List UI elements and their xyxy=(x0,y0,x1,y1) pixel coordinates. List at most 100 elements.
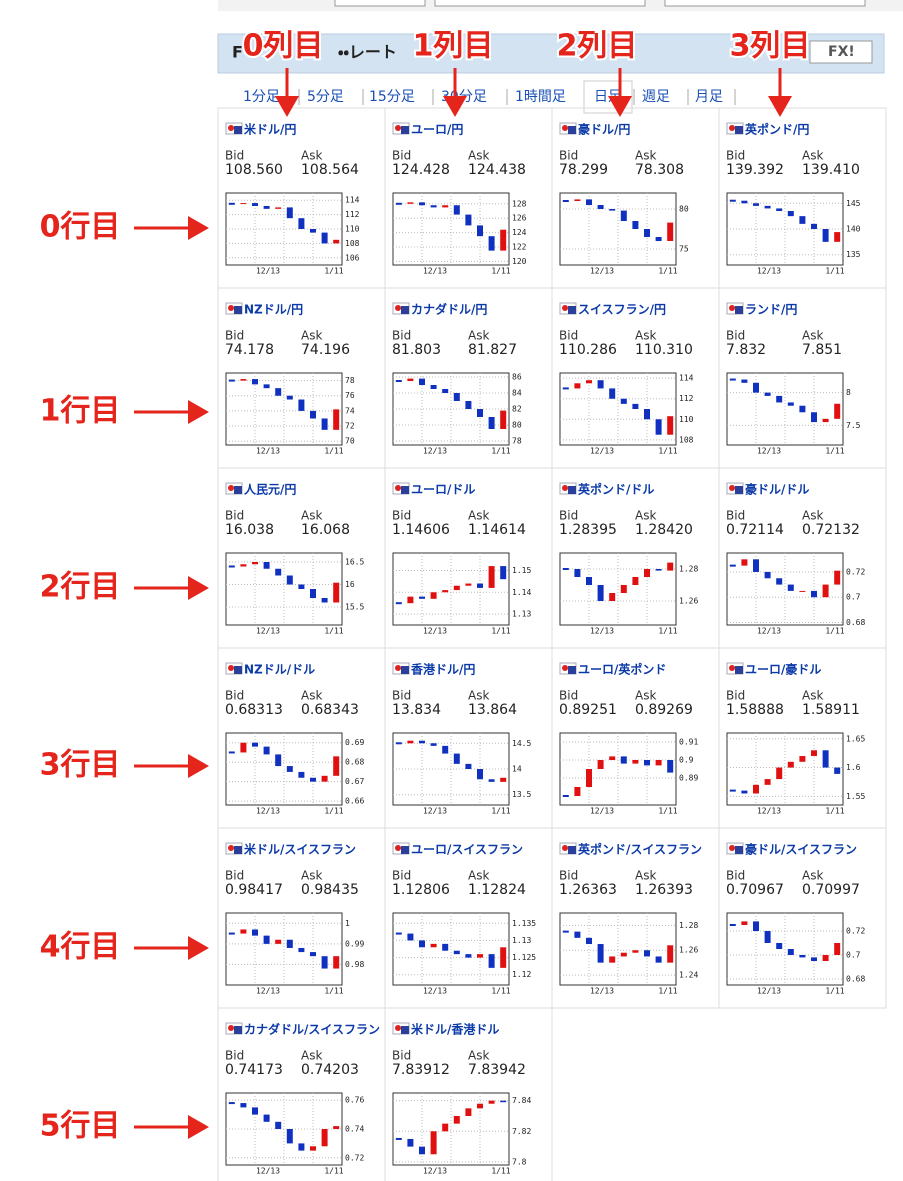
y-tick-label: 114 xyxy=(345,196,360,205)
pair-name[interactable]: ユーロ/円 xyxy=(411,123,463,137)
pair-name[interactable]: ユーロ/豪ドル xyxy=(745,662,821,677)
bid-label: Bid xyxy=(726,689,745,703)
pair-name[interactable]: 英ポンド/ドル xyxy=(578,482,654,497)
candle xyxy=(321,956,328,969)
candle xyxy=(252,929,258,936)
bid-label: Bid xyxy=(559,149,578,163)
y-tick-label: 112 xyxy=(679,394,694,403)
pair-name[interactable]: 米ドル/円 xyxy=(244,122,296,137)
candle xyxy=(620,952,627,957)
y-tick-label: 1.135 xyxy=(512,919,536,928)
tab[interactable]: 5分足 xyxy=(307,89,344,105)
y-tick-label: 7.5 xyxy=(846,421,861,430)
candle xyxy=(764,571,771,579)
row-annotation: 3行目 xyxy=(40,748,121,783)
candle xyxy=(442,745,449,754)
x-tick-label: 12/13 xyxy=(256,1167,280,1176)
pair-name[interactable]: NZドル/ドル xyxy=(244,663,315,677)
candle xyxy=(574,787,581,796)
pair-name[interactable]: スイスフラン/円 xyxy=(578,303,666,317)
pair-name[interactable]: 英ポンド/円 xyxy=(745,122,809,137)
pair-name[interactable]: 英ポンド/スイスフラン xyxy=(578,842,702,857)
x-tick-label: 1/11 xyxy=(825,267,844,276)
tab[interactable]: 1時間足 xyxy=(515,89,566,105)
bid-value: 16.038 xyxy=(225,522,274,538)
flag xyxy=(735,486,743,494)
candle xyxy=(275,568,282,576)
pair-name[interactable]: カナダドル/円 xyxy=(411,302,487,317)
candle xyxy=(597,760,604,769)
pair-name[interactable]: 豪ドル/ドル xyxy=(745,482,809,497)
ask-label: Ask xyxy=(468,869,489,883)
y-tick-label: 0.72 xyxy=(846,567,865,576)
bid-value: 0.89251 xyxy=(559,702,617,718)
tab[interactable]: 15分足 xyxy=(369,89,415,105)
candle xyxy=(586,199,592,205)
y-tick-label: 108 xyxy=(345,239,360,248)
x-tick-label: 1/11 xyxy=(491,267,510,276)
candle xyxy=(286,575,293,585)
ask-label: Ask xyxy=(802,509,823,523)
candle xyxy=(799,590,806,592)
y-tick-label: 0.72 xyxy=(345,1153,364,1162)
pair-name[interactable]: 香港ドル/円 xyxy=(410,662,475,677)
pair-name[interactable]: NZドル/円 xyxy=(244,303,303,317)
candle xyxy=(632,577,639,585)
ask-label: Ask xyxy=(468,149,489,163)
bid-label: Bid xyxy=(559,689,578,703)
tab[interactable]: 日足 xyxy=(594,89,622,105)
candle xyxy=(741,200,748,204)
y-tick-label: 135 xyxy=(846,250,861,259)
flag xyxy=(729,125,735,131)
candle xyxy=(465,1108,472,1116)
pair-name[interactable]: 豪ドル/円 xyxy=(578,122,630,137)
tab[interactable]: 30分足 xyxy=(441,89,487,105)
bid-label: Bid xyxy=(392,689,411,703)
y-tick-label: 1.26 xyxy=(679,946,698,955)
ask-value: 1.14614 xyxy=(468,522,526,538)
pair-name[interactable]: ユーロ/ドル xyxy=(411,483,475,497)
bid-label: Bid xyxy=(726,149,745,163)
candle xyxy=(667,562,674,571)
card-border xyxy=(384,1007,553,1181)
candle xyxy=(419,202,425,206)
y-tick-label: 1.13 xyxy=(512,610,531,619)
candle xyxy=(333,239,340,244)
y-tick-label: 80 xyxy=(679,205,689,214)
pair-name[interactable]: ユーロ/スイスフラン xyxy=(411,843,523,857)
candle xyxy=(667,760,674,773)
input[interactable] xyxy=(434,0,646,7)
candle xyxy=(477,1103,483,1109)
candle xyxy=(407,378,414,381)
candle xyxy=(822,584,829,598)
pair-name[interactable]: ランド/円 xyxy=(745,303,797,317)
pair-name[interactable]: ユーロ/英ポンド xyxy=(578,662,666,677)
flag xyxy=(395,665,401,671)
tab[interactable]: 月足 xyxy=(695,89,723,105)
ask-value: 81.827 xyxy=(468,342,517,358)
candle xyxy=(310,229,316,233)
candle xyxy=(453,1115,460,1124)
candle xyxy=(632,221,639,229)
candle xyxy=(263,384,270,389)
pair-name[interactable]: 豪ドル/スイスフラン xyxy=(745,842,857,857)
input[interactable] xyxy=(664,0,866,7)
input[interactable] xyxy=(334,0,426,7)
flag xyxy=(234,666,242,674)
candle xyxy=(787,949,794,955)
candle xyxy=(644,229,650,237)
y-tick-label: 112 xyxy=(345,210,360,219)
flag xyxy=(735,666,743,674)
tab[interactable]: 1分足 xyxy=(243,89,280,105)
pair-name[interactable]: カナダドル/スイスフラン xyxy=(244,1022,380,1037)
flag xyxy=(395,845,401,851)
candle xyxy=(488,417,495,429)
candle xyxy=(609,956,616,963)
pair-name[interactable]: 米ドル/香港ドル xyxy=(411,1022,499,1037)
candle xyxy=(407,1138,414,1147)
pair-name[interactable]: 米ドル/スイスフラン xyxy=(244,842,356,857)
pair-name[interactable]: 人民元/円 xyxy=(243,483,296,497)
tab[interactable]: 週足 xyxy=(642,89,670,105)
column-annotation: 3列目 xyxy=(730,29,811,64)
